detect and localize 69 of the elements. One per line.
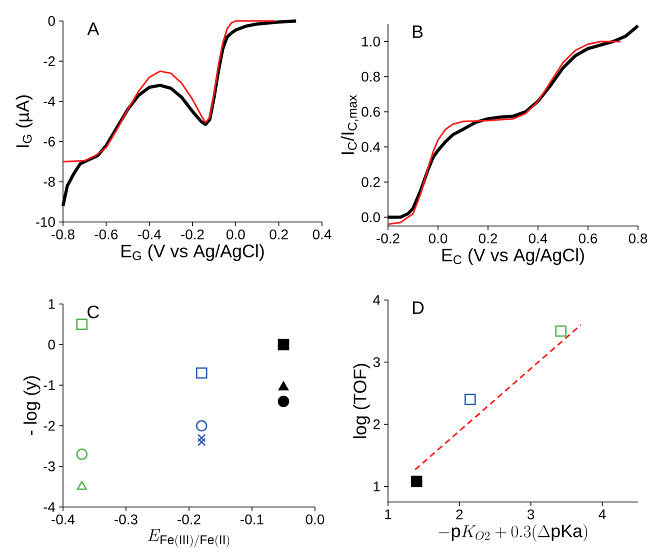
- x-axis-title: $E_{\mathrm{Fe(III)/Fe(II)}}$: [148, 529, 230, 548]
- x-tick-label: -0.1: [240, 514, 264, 524]
- point: [410, 476, 422, 488]
- y-tick-label: 0.2: [362, 177, 380, 188]
- point: [196, 420, 208, 432]
- x-tick-label: 0.0: [226, 229, 245, 240]
- x-tick-label: -0.4: [52, 514, 75, 524]
- y-tick-label: 0.8: [362, 72, 380, 82]
- x-tick-label: -0.3: [114, 514, 138, 524]
- chart-title: B: [412, 26, 423, 38]
- y-tick-label: 2: [373, 419, 380, 430]
- y-tick-label: -6: [44, 136, 55, 147]
- y-tick-label: 1: [48, 299, 55, 309]
- y-tick-label: -2: [44, 56, 55, 66]
- x-tick-label: 1: [385, 510, 392, 520]
- point: [278, 338, 290, 350]
- y-tick-label: 3: [373, 357, 380, 368]
- point: [464, 394, 476, 406]
- point: [197, 438, 206, 446]
- y-tick-label: -4: [44, 96, 56, 106]
- chart-title: C: [88, 306, 99, 318]
- x-tick-label: -0.2: [181, 229, 204, 240]
- x-tick-label: 0.0: [428, 233, 448, 244]
- y-axis-title: I$_{G}$ (µA): [16, 95, 32, 148]
- x-axis-title: E$_{C}$ (V vs Ag/AgCl): [442, 248, 584, 265]
- x-tick-label: 0.2: [478, 233, 498, 244]
- y-axis-title: I$_{C}$/I$_{C,max}$: [340, 94, 358, 154]
- y-tick-label: -10: [36, 217, 55, 227]
- x-tick-label: -0.6: [94, 229, 118, 240]
- y-tick-label: -1: [44, 380, 55, 390]
- y-tick-label: -2: [44, 420, 55, 431]
- x-tick-label: 0.0: [306, 514, 324, 524]
- y-tick-label: 0: [48, 16, 55, 26]
- chart-title: D: [412, 302, 424, 314]
- x-tick-label: 0.6: [578, 233, 598, 244]
- x-tick-label: 0.4: [312, 229, 332, 240]
- point: [197, 434, 206, 442]
- x-tick-label: 0.8: [628, 233, 648, 244]
- y-tick-label: -8: [44, 176, 55, 187]
- point: [555, 325, 567, 337]
- x-tick-label: -0.4: [138, 229, 161, 240]
- y-axis-title: log (TOF): [353, 364, 370, 438]
- x-tick-label: 4: [598, 510, 606, 520]
- x-tick-label: -0.8: [52, 229, 74, 240]
- y-tick-label: 1.0: [362, 36, 380, 46]
- chart-title: A: [87, 22, 100, 35]
- x-axis-title: E$_{G}$ (V vs Ag/AgCl): [122, 244, 264, 261]
- y-tick-label: 0: [48, 340, 55, 350]
- y-tick-label: 0.0: [362, 212, 380, 222]
- x-tick-label: -0.2: [376, 233, 400, 244]
- point: [76, 448, 88, 460]
- x-tick-label: 0.2: [270, 229, 288, 240]
- point: [196, 367, 208, 379]
- y-tick-label: -3: [44, 461, 55, 472]
- point: [278, 382, 289, 390]
- y-tick-label: 0.6: [362, 106, 380, 117]
- x-tick-label: 2: [456, 509, 463, 520]
- point: [76, 481, 87, 490]
- x-tick-label: 0.4: [528, 233, 548, 244]
- x-axis-title: $-\mathrm{p}K_{O2} + 0.3(\Delta\mathrm{pKa})$: [438, 524, 588, 542]
- x-tick-label: 3: [528, 509, 534, 520]
- y-tick-label: -4: [44, 502, 56, 512]
- y-tick-label: 0.4: [362, 142, 380, 152]
- x-tick-label: -0.2: [178, 514, 200, 524]
- y-axis-title: - log (y): [24, 376, 40, 436]
- point: [278, 396, 290, 408]
- point: [76, 318, 88, 330]
- y-tick-label: 1: [374, 482, 380, 492]
- y-tick-label: 4: [373, 295, 380, 305]
